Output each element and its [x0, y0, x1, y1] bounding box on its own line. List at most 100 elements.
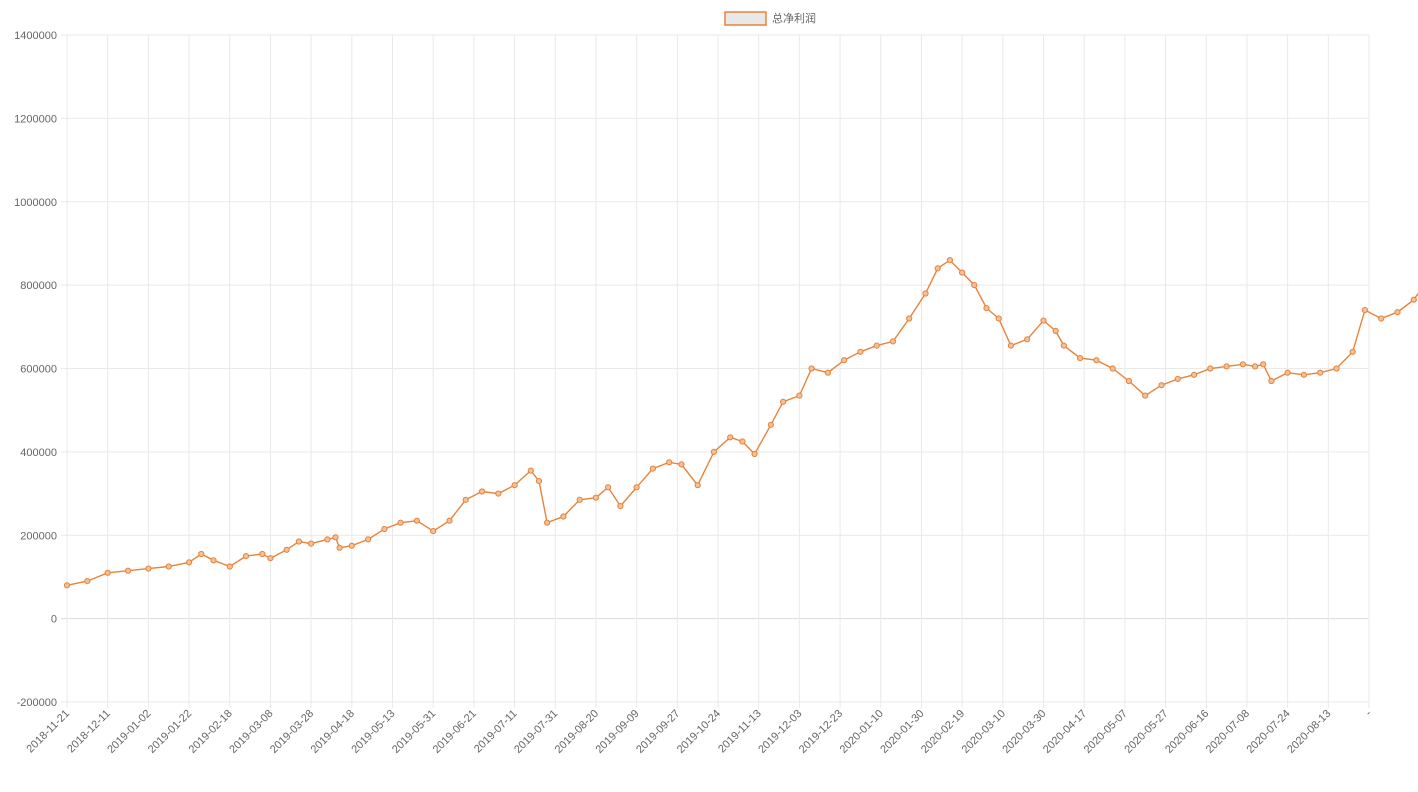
data-point[interactable] — [348, 542, 355, 549]
data-point[interactable] — [430, 528, 437, 535]
data-point[interactable] — [710, 448, 718, 455]
data-point[interactable] — [381, 525, 388, 533]
data-point[interactable] — [478, 488, 486, 495]
x-tick-label: - — [1363, 707, 1374, 718]
data-point[interactable] — [165, 563, 172, 570]
data-point[interactable] — [576, 496, 583, 503]
data-point[interactable] — [242, 553, 250, 560]
data-point[interactable] — [397, 519, 404, 526]
data-point[interactable] — [649, 465, 657, 472]
data-point[interactable] — [1239, 361, 1247, 368]
y-tick-label: 200000 — [20, 530, 57, 542]
data-point[interactable] — [1109, 365, 1116, 372]
data-point[interactable] — [971, 282, 978, 289]
y-tick-label: 1000000 — [14, 197, 57, 209]
data-point[interactable] — [1125, 377, 1133, 385]
data-point[interactable] — [1207, 365, 1214, 372]
data-point[interactable] — [1333, 365, 1340, 372]
data-point[interactable] — [922, 290, 929, 297]
data-point[interactable] — [1007, 342, 1015, 349]
data-point[interactable] — [1223, 363, 1230, 370]
data-point[interactable] — [295, 538, 302, 545]
data-point[interactable] — [739, 438, 746, 445]
data-point[interactable] — [332, 534, 339, 541]
legend[interactable]: 总净利润 — [724, 11, 816, 26]
data-point[interactable] — [511, 482, 518, 489]
data-point[interactable] — [145, 565, 152, 572]
data-point[interactable] — [666, 459, 673, 466]
data-point[interactable] — [1024, 336, 1031, 343]
data-point[interactable] — [1410, 296, 1417, 303]
data-point[interactable] — [1394, 309, 1401, 316]
data-point[interactable] — [1378, 315, 1385, 322]
data-point[interactable] — [934, 265, 941, 272]
data-point[interactable] — [694, 482, 701, 489]
data-point[interactable] — [63, 582, 71, 589]
data-point[interactable] — [1174, 375, 1181, 382]
data-point[interactable] — [617, 503, 624, 510]
data-point[interactable] — [751, 450, 758, 458]
data-point[interactable] — [124, 567, 132, 574]
data-point[interactable] — [678, 461, 685, 468]
data-point[interactable] — [889, 338, 897, 345]
data-point[interactable] — [1040, 317, 1047, 324]
data-point[interactable] — [959, 269, 966, 276]
data-point[interactable] — [605, 484, 612, 491]
data-point[interactable] — [727, 434, 734, 441]
data-point[interactable] — [198, 550, 205, 558]
data-point[interactable] — [186, 559, 193, 566]
data-point[interactable] — [104, 569, 111, 576]
data-point[interactable] — [226, 563, 233, 570]
data-point[interactable] — [446, 517, 453, 524]
data-point[interactable] — [780, 398, 787, 405]
data-point[interactable] — [535, 478, 543, 485]
data-point[interactable] — [946, 257, 954, 264]
data-point[interactable] — [1252, 363, 1259, 370]
data-point[interactable] — [906, 315, 913, 322]
y-tick-label: 400000 — [20, 447, 57, 459]
data-point[interactable] — [841, 357, 848, 364]
data-point[interactable] — [767, 421, 775, 428]
y-tick-label: 800000 — [20, 280, 57, 292]
data-point[interactable] — [527, 467, 534, 474]
data-point[interactable] — [1077, 355, 1084, 362]
data-point[interactable] — [873, 342, 880, 349]
data-point[interactable] — [1142, 392, 1149, 399]
data-point[interactable] — [796, 392, 803, 399]
data-point[interactable] — [1158, 382, 1165, 389]
data-point[interactable] — [1060, 342, 1067, 349]
data-point[interactable] — [365, 536, 372, 543]
data-point[interactable] — [995, 315, 1002, 322]
data-point[interactable] — [808, 365, 815, 372]
data-point[interactable] — [1349, 348, 1356, 355]
data-point[interactable] — [210, 557, 217, 564]
data-point[interactable] — [983, 305, 990, 312]
data-point[interactable] — [462, 496, 469, 503]
data-point[interactable] — [1268, 377, 1275, 385]
data-point[interactable] — [1190, 371, 1198, 378]
data-point[interactable] — [324, 536, 331, 543]
data-point[interactable] — [495, 490, 502, 497]
data-point[interactable] — [84, 578, 91, 585]
data-point[interactable] — [283, 546, 290, 553]
data-point[interactable] — [1260, 361, 1267, 368]
data-point[interactable] — [336, 544, 343, 551]
data-point[interactable] — [259, 550, 266, 558]
data-point[interactable] — [857, 348, 864, 355]
data-point[interactable] — [1284, 369, 1291, 376]
data-point[interactable] — [544, 519, 551, 526]
y-tick-label: 1400000 — [14, 30, 57, 42]
data-point[interactable] — [824, 369, 832, 376]
x-tick-label: 2020-08-13 — [1285, 708, 1333, 756]
data-point[interactable] — [267, 555, 274, 562]
data-point[interactable] — [413, 517, 420, 524]
data-point[interactable] — [1052, 327, 1059, 335]
data-point[interactable] — [1093, 357, 1100, 364]
data-point[interactable] — [592, 494, 600, 501]
data-point[interactable] — [1300, 371, 1308, 378]
data-point[interactable] — [633, 484, 640, 491]
data-point[interactable] — [308, 540, 315, 547]
data-point[interactable] — [1317, 369, 1324, 376]
data-point[interactable] — [1361, 307, 1369, 314]
data-point[interactable] — [560, 513, 567, 520]
